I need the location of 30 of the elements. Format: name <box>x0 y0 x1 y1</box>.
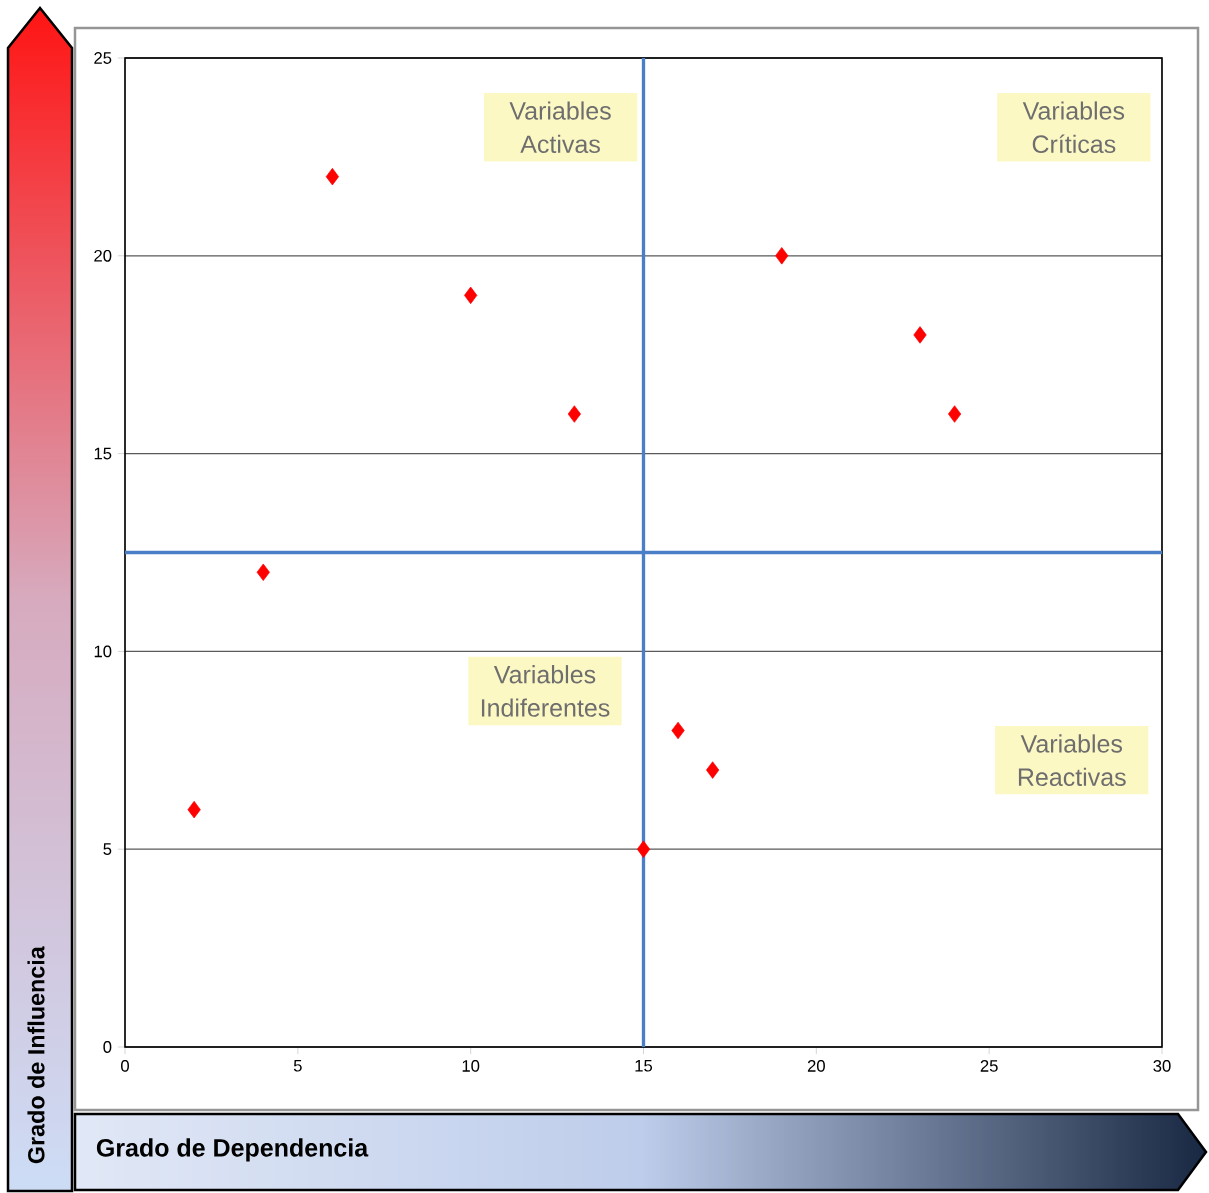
point <box>567 405 581 423</box>
point <box>187 800 201 819</box>
y-tick-label: 25 <box>94 52 112 64</box>
y-tick-label: 15 <box>94 447 112 460</box>
x-tick-label: 15 <box>635 1059 653 1072</box>
point <box>671 721 685 740</box>
x-tick-label: 5 <box>293 1059 302 1072</box>
y-tick-label: 0 <box>103 1041 112 1053</box>
point <box>948 405 962 423</box>
x-tick-label: 20 <box>807 1059 825 1072</box>
annotation: Variables Indiferentes <box>481 665 610 717</box>
point <box>913 326 927 344</box>
y-tick-label: 10 <box>94 645 112 658</box>
annotation: Variables Reactivas <box>1018 734 1126 787</box>
point <box>636 840 651 858</box>
point <box>464 286 478 305</box>
point <box>706 761 720 779</box>
x-tick-label: 25 <box>980 1059 998 1072</box>
x-tick-label: 0 <box>121 1059 129 1072</box>
y-axis-title: Grado de Influencia <box>27 946 45 1164</box>
annotation: Variables Críticas <box>1022 101 1125 154</box>
point <box>256 563 270 581</box>
x-tick-label: 10 <box>462 1059 480 1072</box>
annotation: Variables Activas <box>509 101 611 154</box>
point <box>775 247 789 265</box>
x-tick-label: 30 <box>1153 1059 1171 1072</box>
point <box>325 168 339 186</box>
x-axis-title: Grado de Dependencia <box>96 1138 369 1162</box>
y-tick-label: 20 <box>94 249 112 262</box>
y-tick-label: 5 <box>103 843 112 855</box>
